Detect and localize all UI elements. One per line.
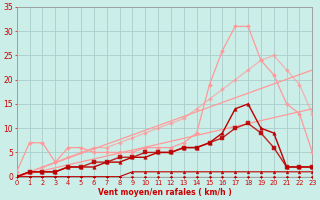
X-axis label: Vent moyen/en rafales ( km/h ): Vent moyen/en rafales ( km/h ) bbox=[98, 188, 231, 197]
